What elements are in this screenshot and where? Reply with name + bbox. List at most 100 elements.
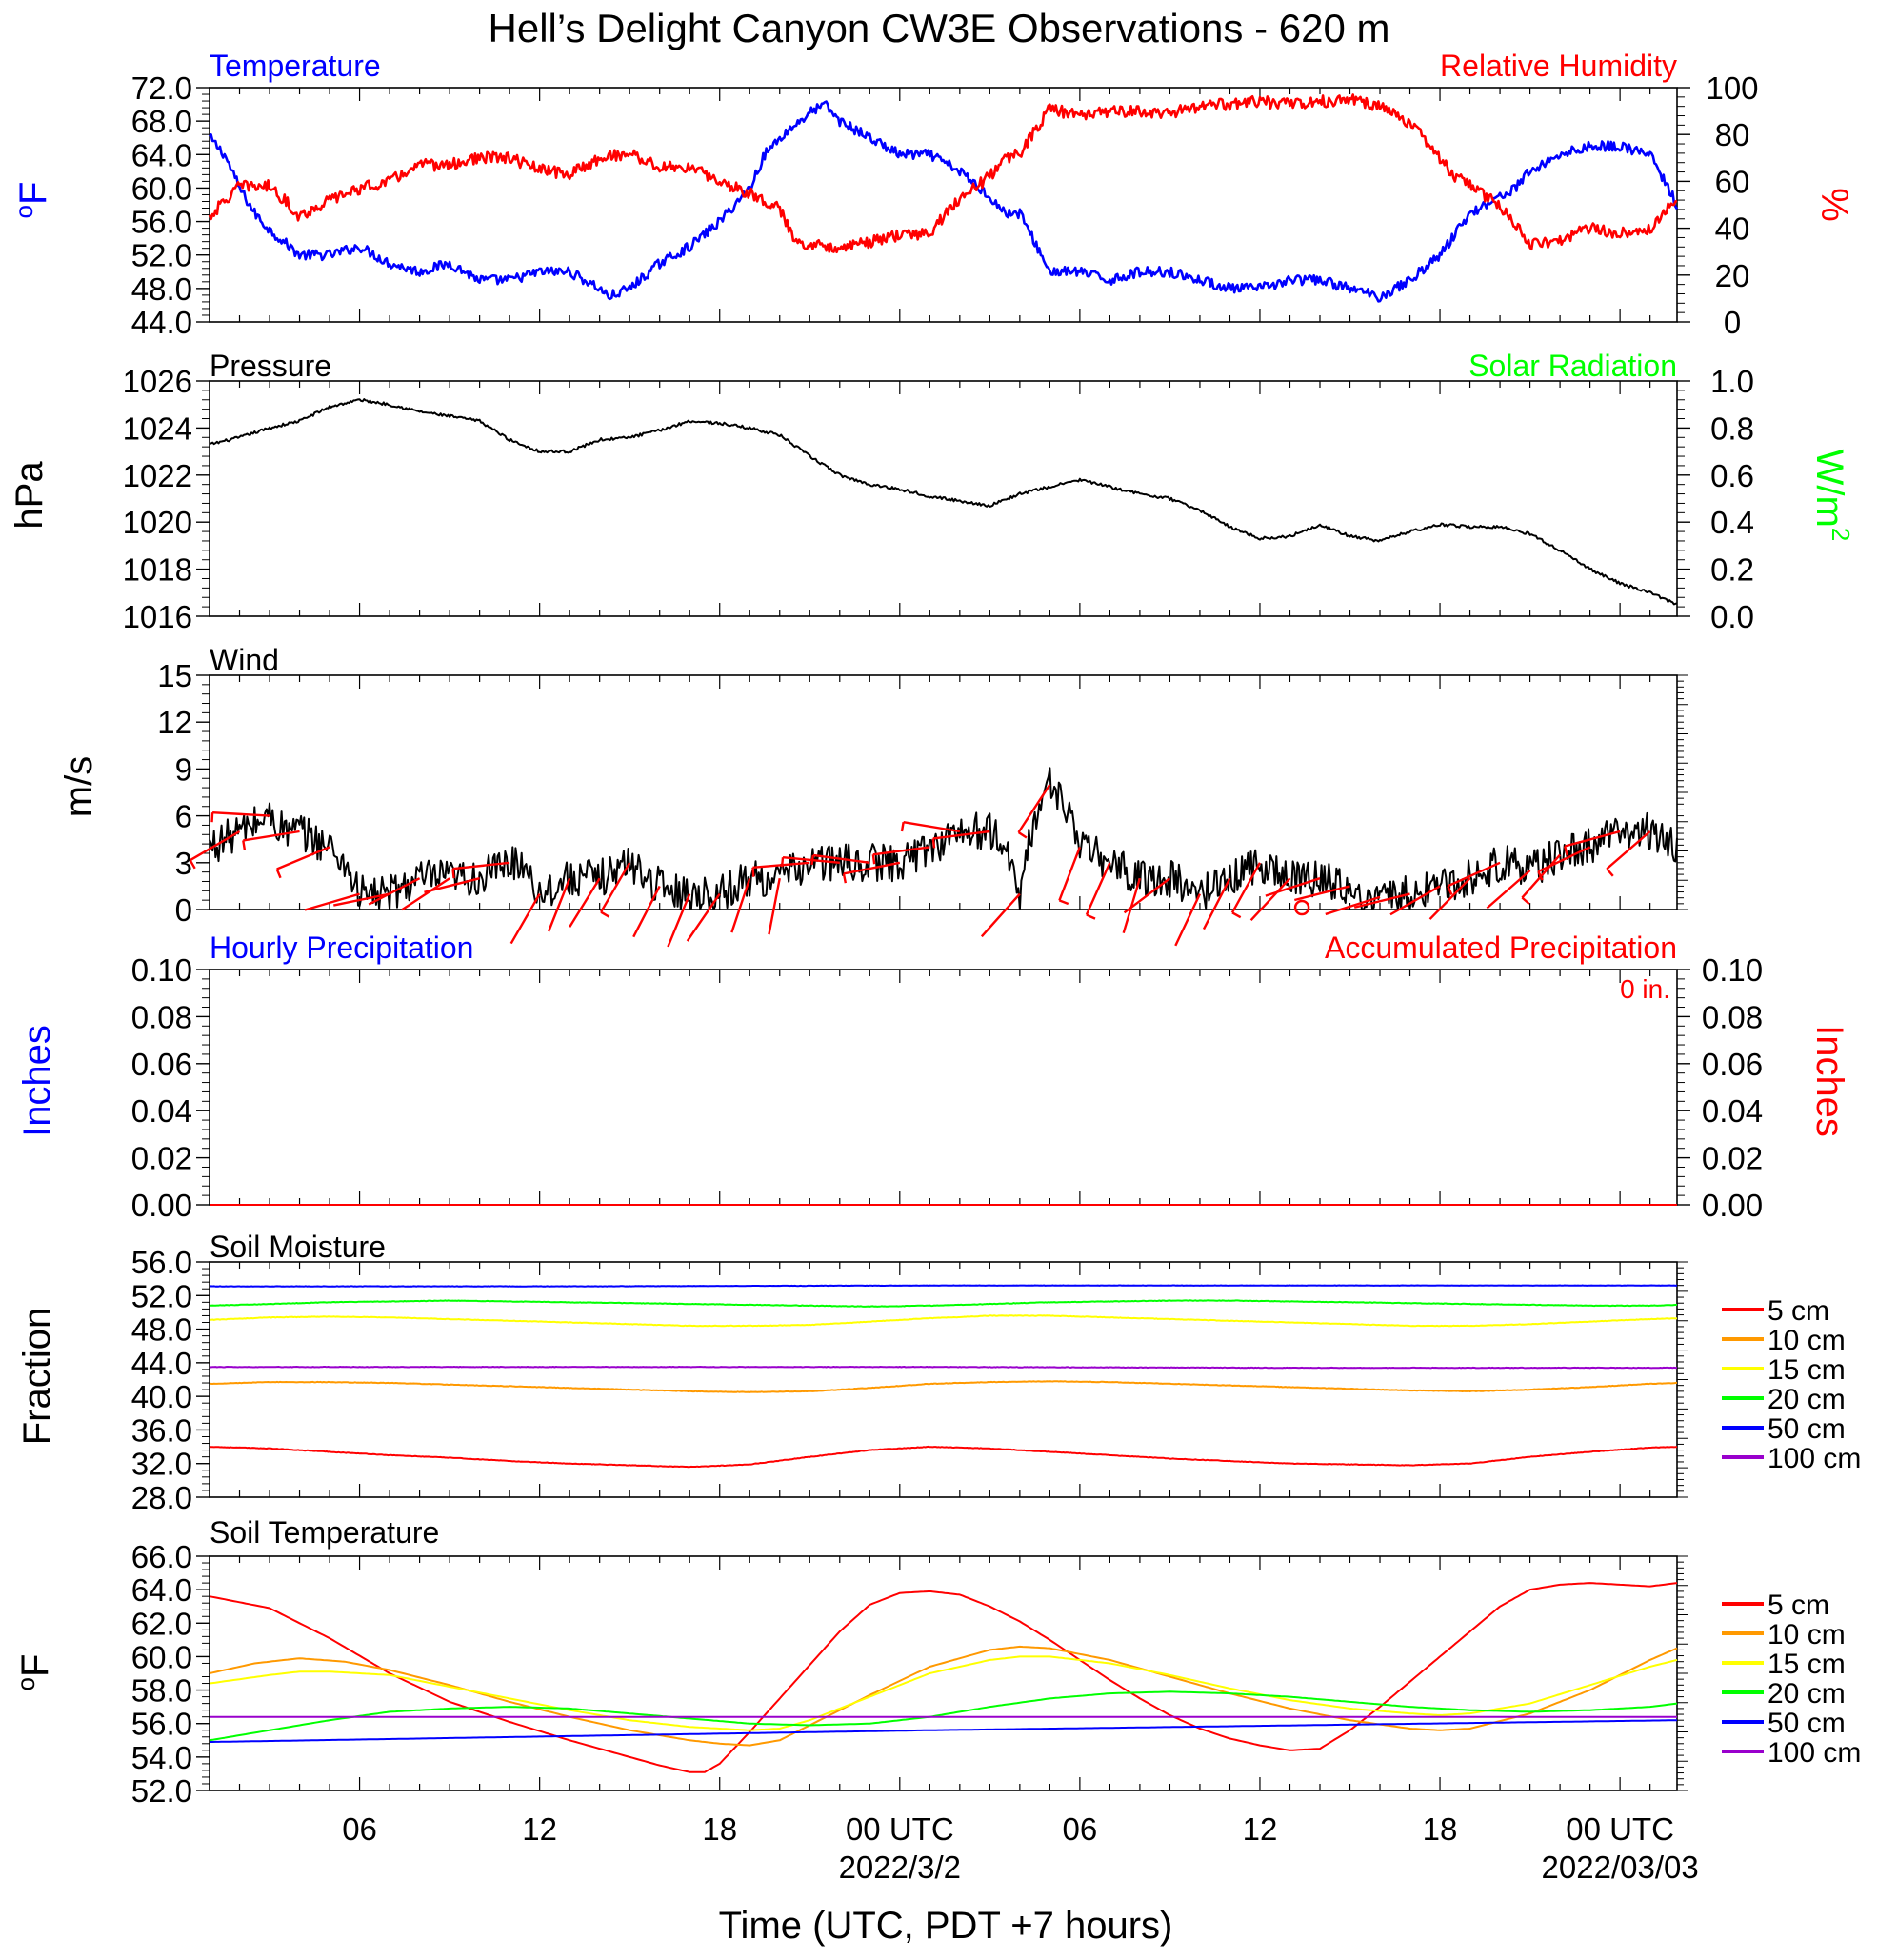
precip-ylabel-right: Inches xyxy=(1808,1025,1850,1137)
series-line-soil-temperature-20-cm xyxy=(209,1690,1678,1742)
wind-barb xyxy=(401,877,450,911)
y-tick-label-left-soil-temperature: 56.0 xyxy=(131,1707,192,1742)
solar-ylabel: W/m2 xyxy=(1808,450,1855,542)
pressure-ylabel: hPa xyxy=(9,461,50,530)
series-line-soil-temperature-50-cm xyxy=(210,1719,1677,1743)
y-tick-label-left-soil-moisture: 52.0 xyxy=(131,1278,192,1313)
wind-barb xyxy=(243,830,300,842)
x-tick-label: 00 UTC xyxy=(846,1811,954,1847)
wind-barb-flag xyxy=(842,873,848,884)
wind-barb xyxy=(1249,877,1291,921)
wind-barb xyxy=(1122,877,1142,934)
plot-frame-temp-rh xyxy=(209,87,1678,323)
wind-barb xyxy=(1085,862,1111,916)
y-tick-label-left-wind: 9 xyxy=(175,751,192,787)
wind-barb-flag xyxy=(871,854,876,865)
y-tick-label-left-wind: 12 xyxy=(157,705,192,740)
wind-barb xyxy=(768,877,781,935)
wind-barb xyxy=(1447,861,1501,888)
series-line-soil-moisture-10-cm xyxy=(209,1380,1678,1393)
series-line-temp-rh-relative-humidity xyxy=(208,93,1678,254)
wind-barb xyxy=(903,820,961,833)
wind-barb xyxy=(667,893,691,948)
x-tick-label: 06 xyxy=(1063,1811,1098,1847)
y-tick-label-right-precip: 0.04 xyxy=(1702,1093,1763,1129)
wind-barb xyxy=(452,861,510,870)
y-tick-label-left-temp-rh: 64.0 xyxy=(131,137,192,172)
y-tick-label-left-wind: 3 xyxy=(175,846,192,881)
x-tick-label: 18 xyxy=(702,1811,737,1847)
wind-barb xyxy=(1265,877,1321,897)
y-tick-label-left-precip: 0.04 xyxy=(131,1093,192,1129)
y-tick-label-left-soil-temperature: 52.0 xyxy=(131,1773,192,1809)
wind-barb-flag xyxy=(1086,913,1096,920)
y-tick-label-left-soil-temperature: 58.0 xyxy=(131,1673,192,1709)
wind-barb-flag xyxy=(900,821,905,832)
temperature-title: Temperature xyxy=(210,49,381,83)
legend-label-soil-temperature: 20 cm xyxy=(1768,1678,1846,1710)
wind-barb xyxy=(932,830,990,840)
wind-title: Wind xyxy=(210,643,279,677)
wind-barb xyxy=(632,885,661,938)
x-tick-label: 18 xyxy=(1423,1811,1458,1847)
wind-barb-flag xyxy=(242,840,247,850)
y-tick-label-right-temp-rh: 100 xyxy=(1706,70,1758,106)
y-tick-label-right-pressure: 0.8 xyxy=(1710,410,1754,446)
y-tick-label-right-temp-rh: 40 xyxy=(1715,211,1750,247)
wind-barb-flag xyxy=(1564,846,1568,856)
svg-text:oF: oF xyxy=(11,1654,56,1691)
wind-barb-flag xyxy=(810,854,815,866)
wind-barb xyxy=(1325,895,1381,916)
wind-barb-flag xyxy=(1447,885,1453,895)
y-tick-label-right-pressure: 0.2 xyxy=(1710,552,1754,588)
y-tick-label-left-soil-temperature: 66.0 xyxy=(131,1539,192,1574)
wind-barb-flag xyxy=(1017,831,1028,839)
wind-barb xyxy=(843,861,901,875)
wind-barb xyxy=(812,853,870,864)
y-tick-label-left-soil-temperature: 60.0 xyxy=(131,1639,192,1674)
y-tick-label-left-temp-rh: 44.0 xyxy=(131,305,192,340)
wind-barb xyxy=(1123,877,1171,914)
x-tick-label: 06 xyxy=(342,1811,377,1847)
wind-barb xyxy=(1058,846,1082,901)
y-tick-label-right-temp-rh: 60 xyxy=(1715,164,1750,199)
accum-precip-title: Accumulated Precipitation xyxy=(1325,930,1677,965)
wind-ylabel: m/s xyxy=(58,756,100,817)
wind-barb xyxy=(569,877,601,928)
y-tick-label-right-precip: 0.06 xyxy=(1702,1047,1763,1082)
series-line-soil-moisture-50-cm xyxy=(209,1284,1678,1288)
wind-barb-flag xyxy=(275,869,282,879)
y-tick-label-left-pressure: 1024 xyxy=(123,410,192,446)
wind-barb xyxy=(509,893,541,945)
y-tick-label-right-pressure: 1.0 xyxy=(1710,364,1754,399)
wind-barb-flag xyxy=(451,869,455,879)
wind-barb xyxy=(1389,885,1441,916)
y-tick-label-left-soil-moisture: 28.0 xyxy=(131,1480,192,1515)
humidity-title: Relative Humidity xyxy=(1440,49,1677,83)
y-tick-label-left-precip: 0.08 xyxy=(131,999,192,1034)
y-tick-label-left-wind: 0 xyxy=(175,892,192,928)
calm-wind-marker xyxy=(1293,899,1310,916)
wind-barb-flag xyxy=(1231,911,1242,919)
legend-label-soil-moisture: 10 cm xyxy=(1768,1325,1846,1356)
wind-barb-flag xyxy=(780,857,785,868)
precip-ylabel-left: Inches xyxy=(16,1025,58,1137)
y-tick-label-right-temp-rh: 0 xyxy=(1724,305,1741,340)
soil-moisture-title: Soil Moisture xyxy=(210,1230,386,1264)
y-tick-label-left-soil-moisture: 36.0 xyxy=(131,1412,192,1448)
wind-barb xyxy=(686,892,721,942)
wind-barb xyxy=(980,892,1021,938)
series-line-soil-moisture-100-cm xyxy=(209,1366,1678,1370)
series-line-soil-temperature-5-cm xyxy=(209,1582,1678,1773)
svg-text:W/m2: W/m2 xyxy=(1808,450,1855,542)
y-tick-label-left-wind: 6 xyxy=(175,799,192,834)
legend-label-soil-moisture: 5 cm xyxy=(1768,1295,1829,1327)
y-tick-label-left-precip: 0.06 xyxy=(131,1047,192,1082)
y-tick-label-left-soil-moisture: 56.0 xyxy=(131,1245,192,1280)
y-tick-label-left-precip: 0.10 xyxy=(131,952,192,988)
wind-barb xyxy=(872,846,930,856)
wind-barb xyxy=(547,877,571,932)
wind-barb xyxy=(1564,830,1621,848)
wind-barb xyxy=(1230,862,1262,913)
